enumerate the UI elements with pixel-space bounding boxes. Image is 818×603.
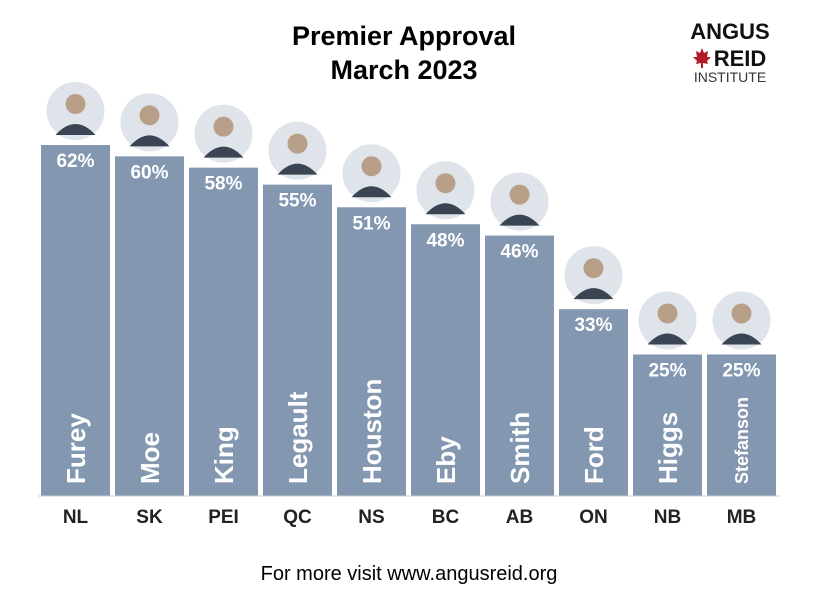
bar-ns bbox=[337, 207, 406, 496]
value-label: 60% bbox=[130, 162, 168, 183]
category-label: NS bbox=[358, 507, 384, 528]
portrait-head-icon bbox=[65, 94, 86, 114]
angus-reid-logo: ANGUS REID INSTITUTE bbox=[690, 19, 769, 85]
portrait-shoulders-icon bbox=[129, 135, 170, 147]
category-label: AB bbox=[506, 507, 533, 528]
premier-name: Legault bbox=[283, 391, 313, 484]
value-label: 48% bbox=[426, 230, 464, 251]
portrait-shoulders-icon bbox=[499, 214, 540, 226]
category-label: NL bbox=[63, 507, 89, 528]
premier-name: Stefanson bbox=[732, 397, 752, 484]
value-label: 25% bbox=[648, 360, 686, 381]
portrait-head-icon bbox=[139, 105, 160, 126]
logo-line-angus: ANGUS bbox=[690, 19, 769, 44]
premier-name: Moe bbox=[135, 432, 165, 484]
chart-subtitle: March 2023 bbox=[330, 55, 477, 85]
premier-name: Higgs bbox=[653, 412, 683, 484]
premier-name: Smith bbox=[505, 412, 535, 484]
bar-on bbox=[559, 309, 628, 496]
portrait-shoulders-icon bbox=[55, 124, 96, 135]
portrait-head-icon bbox=[583, 258, 604, 279]
premier-name: Eby bbox=[431, 436, 461, 484]
portrait-head-icon bbox=[435, 173, 456, 194]
portrait-head-icon bbox=[287, 133, 308, 154]
portrait-shoulders-icon bbox=[573, 288, 614, 300]
portrait-head-icon bbox=[213, 116, 234, 137]
value-label: 58% bbox=[204, 174, 242, 195]
value-label: 46% bbox=[500, 242, 538, 263]
chart-title: Premier Approval bbox=[292, 21, 516, 51]
bar-ab bbox=[485, 235, 554, 497]
premier-name: Furey bbox=[61, 413, 91, 484]
category-label: ON bbox=[579, 507, 608, 528]
bar-pei bbox=[189, 167, 258, 497]
bar-nl bbox=[41, 145, 110, 496]
bar-mb bbox=[707, 354, 776, 496]
category-label: PEI bbox=[208, 507, 239, 528]
category-label: MB bbox=[727, 507, 757, 528]
portrait-head-icon bbox=[361, 156, 382, 177]
portrait-shoulders-icon bbox=[351, 186, 392, 198]
bars-group: 62% Furey NL 60% Moe SK 58% King PEI 55% Legault QC… bbox=[41, 80, 776, 528]
logo-line-reid: REID bbox=[714, 46, 767, 71]
footer-link-text: For more visit www.angusreid.org bbox=[261, 563, 558, 585]
value-label: 33% bbox=[574, 315, 612, 336]
bar-nb bbox=[633, 354, 702, 496]
value-label: 62% bbox=[56, 151, 94, 172]
value-label: 25% bbox=[722, 360, 760, 381]
portrait-shoulders-icon bbox=[277, 163, 318, 175]
portrait-shoulders-icon bbox=[425, 203, 466, 215]
category-label: BC bbox=[432, 507, 460, 528]
portrait-head-icon bbox=[731, 303, 752, 324]
category-label: NB bbox=[654, 507, 681, 528]
portrait-head-icon bbox=[657, 303, 678, 324]
premier-name: Ford bbox=[579, 426, 609, 484]
bar-bc bbox=[411, 224, 480, 497]
premier-name: Houston bbox=[357, 379, 387, 484]
portrait-shoulders-icon bbox=[721, 333, 762, 345]
category-label: QC bbox=[283, 507, 312, 528]
maple-leaf-icon bbox=[693, 48, 711, 68]
portrait-head-icon bbox=[509, 184, 530, 205]
premier-name: King bbox=[209, 426, 239, 484]
value-label: 51% bbox=[352, 213, 390, 234]
bar-sk bbox=[115, 156, 184, 497]
portrait-shoulders-icon bbox=[203, 146, 244, 158]
portrait-shoulders-icon bbox=[647, 333, 688, 345]
value-label: 55% bbox=[278, 191, 316, 212]
logo-line-institute: INSTITUTE bbox=[694, 69, 766, 85]
category-label: SK bbox=[136, 507, 163, 528]
bar-qc bbox=[263, 184, 332, 496]
